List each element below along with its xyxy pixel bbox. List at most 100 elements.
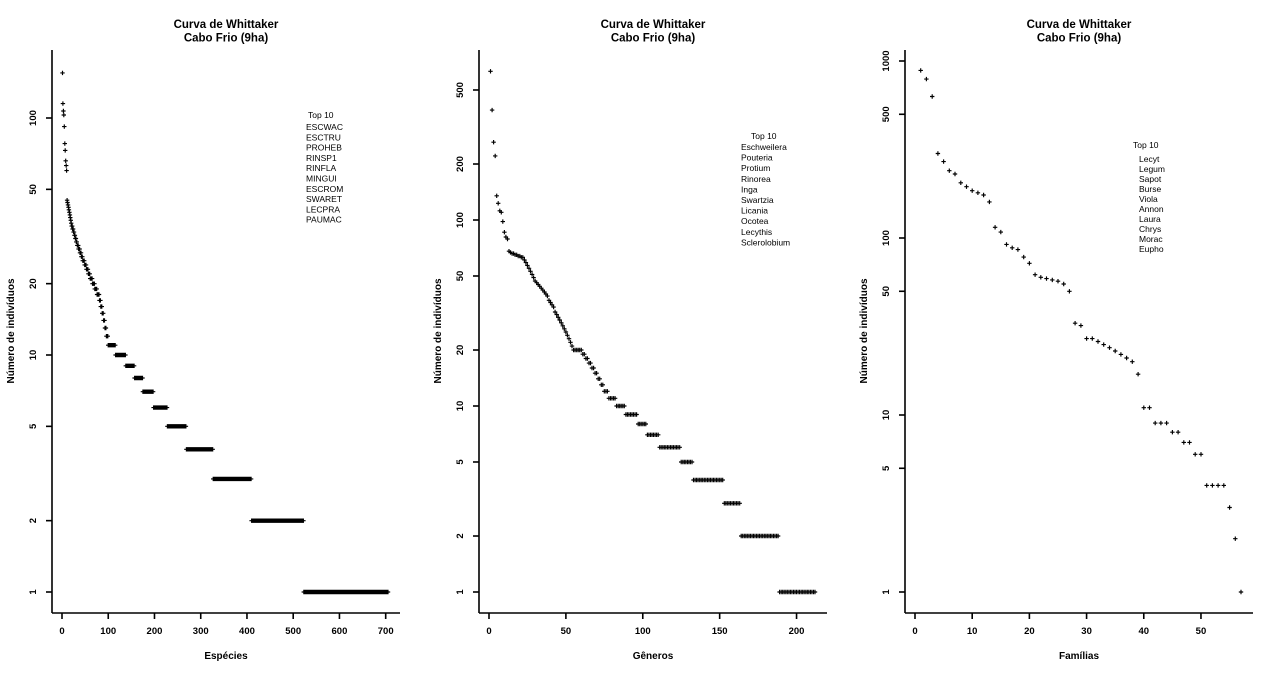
x-tick-label: 50 bbox=[1196, 626, 1207, 637]
y-tick-label: 10 bbox=[881, 410, 892, 421]
legend-item: Morac bbox=[1139, 234, 1163, 244]
y-tick-label: 20 bbox=[455, 345, 466, 356]
legend-item: RINFLA bbox=[306, 163, 337, 173]
legend-item: Lecythis bbox=[741, 227, 772, 237]
chart-panel-familias: Curva de Whittaker Cabo Frio (9ha) Famíl… bbox=[853, 0, 1280, 679]
plot-area: 0 100 200 300 400 500 600 700 1 2 5 10 20 50 100 Top 10… bbox=[28, 50, 400, 637]
chart-title: Curva de Whittaker bbox=[1027, 19, 1132, 31]
legend-item: Swartzia bbox=[741, 195, 774, 205]
y-tick-label: 2 bbox=[28, 518, 39, 523]
legend-item: Eschweilera bbox=[741, 142, 787, 152]
x-tick-label: 20 bbox=[1024, 626, 1035, 637]
x-axis-title: Gêneros bbox=[632, 651, 673, 662]
legend-item: Protium bbox=[741, 163, 770, 173]
y-axis-title: Número de indivíduos bbox=[859, 278, 870, 383]
legend-item: Burse bbox=[1139, 184, 1161, 194]
x-axis-title: Espécies bbox=[204, 651, 248, 662]
x-tick-label: 10 bbox=[967, 626, 978, 637]
legend-item: Inga bbox=[741, 184, 758, 194]
y-tick-label: 20 bbox=[28, 278, 39, 289]
chart-canvas-generos: Curva de Whittaker Cabo Frio (9ha) Gêner… bbox=[433, 19, 827, 662]
legend-item: Viola bbox=[1139, 194, 1158, 204]
data-points bbox=[918, 68, 1244, 595]
y-tick-label: 5 bbox=[881, 465, 892, 471]
legend-title: Top 10 bbox=[751, 131, 777, 141]
x-tick-label: 100 bbox=[100, 626, 116, 637]
x-tick-label: 50 bbox=[560, 626, 571, 637]
y-tick-label: 1 bbox=[28, 589, 39, 595]
legend-item: ESCWAC bbox=[306, 122, 343, 132]
legend-item: Sclerolobium bbox=[741, 237, 790, 247]
x-tick-label: 700 bbox=[378, 626, 394, 637]
legend-item: Annon bbox=[1139, 204, 1164, 214]
x-tick-label: 30 bbox=[1082, 626, 1093, 637]
y-tick-label: 10 bbox=[455, 401, 466, 412]
plot-area: 0 50 100 150 200 1 2 5 10 20 50 100 200 500 Top 10Esch… bbox=[455, 50, 827, 637]
x-tick-label: 0 bbox=[59, 626, 64, 637]
x-tick-label: 300 bbox=[193, 626, 209, 637]
x-tick-label: 0 bbox=[913, 626, 918, 637]
y-tick-label: 2 bbox=[455, 533, 466, 538]
y-axis-title: Número de indivíduos bbox=[433, 278, 444, 383]
chart-subtitle: Cabo Frio (9ha) bbox=[610, 33, 695, 45]
y-tick-label: 50 bbox=[28, 184, 39, 195]
x-tick-label: 200 bbox=[788, 626, 804, 637]
data-points bbox=[60, 70, 391, 595]
y-tick-label: 100 bbox=[28, 110, 39, 126]
y-tick-label: 50 bbox=[881, 286, 892, 297]
legend-title: Top 10 bbox=[308, 110, 334, 120]
chart-canvas-familias: Curva de Whittaker Cabo Frio (9ha) Famíl… bbox=[859, 19, 1254, 662]
y-tick-label: 200 bbox=[455, 156, 466, 172]
legend-item: LECPRA bbox=[306, 204, 340, 214]
y-tick-label: 1 bbox=[455, 589, 466, 595]
legend-item: Licania bbox=[741, 206, 768, 216]
legend-item: Ocotea bbox=[741, 216, 769, 226]
plot-area: 0 10 20 30 40 50 1 5 10 50 100 500 1000 Top 10 LecytLe… bbox=[881, 50, 1254, 637]
x-tick-label: 40 bbox=[1139, 626, 1150, 637]
x-tick-label: 0 bbox=[486, 626, 491, 637]
y-tick-label: 5 bbox=[28, 423, 39, 429]
legend-item: Sapot bbox=[1139, 174, 1162, 184]
legend-item: Legum bbox=[1139, 164, 1165, 174]
x-tick-label: 500 bbox=[285, 626, 301, 637]
y-axis-title: Número de indivíduos bbox=[6, 278, 17, 383]
legend-item: RINSP1 bbox=[306, 153, 337, 163]
chart-title: Curva de Whittaker bbox=[174, 19, 279, 31]
y-tick-label: 100 bbox=[881, 230, 892, 246]
y-tick-label: 1000 bbox=[881, 50, 892, 71]
legend-item: PAUMAC bbox=[306, 215, 342, 225]
legend-item: SWARET bbox=[306, 194, 342, 204]
legend-item: Lecyt bbox=[1139, 154, 1160, 164]
chart-canvas-especies: Curva de Whittaker Cabo Frio (9ha) Espéc… bbox=[6, 19, 400, 662]
legend-item: ESCTRU bbox=[306, 132, 341, 142]
x-tick-label: 200 bbox=[147, 626, 163, 637]
legend-item: Pouteria bbox=[741, 153, 773, 163]
legend-item: Rinorea bbox=[741, 174, 771, 184]
y-tick-label: 500 bbox=[881, 106, 892, 122]
legend-item: Chrys bbox=[1139, 224, 1161, 234]
chart-subtitle: Cabo Frio (9ha) bbox=[184, 33, 269, 45]
x-tick-label: 400 bbox=[239, 626, 255, 637]
y-tick-label: 500 bbox=[455, 82, 466, 98]
legend-item: MINGUI bbox=[306, 174, 337, 184]
x-tick-label: 600 bbox=[332, 626, 348, 637]
data-points bbox=[487, 69, 817, 595]
legend-item: PROHEB bbox=[306, 143, 342, 153]
y-tick-label: 100 bbox=[455, 212, 466, 228]
y-tick-label: 50 bbox=[455, 271, 466, 282]
chart-panel-especies: Curva de Whittaker Cabo Frio (9ha) Espéc… bbox=[0, 0, 427, 679]
legend-item: ESCROM bbox=[306, 184, 343, 194]
y-tick-label: 10 bbox=[28, 350, 39, 361]
legend-item: Laura bbox=[1139, 214, 1161, 224]
chart-subtitle: Cabo Frio (9ha) bbox=[1037, 33, 1122, 45]
x-tick-label: 150 bbox=[711, 626, 727, 637]
y-tick-label: 5 bbox=[455, 459, 466, 465]
legend-title: Top 10 bbox=[1133, 140, 1159, 150]
chart-panel-generos: Curva de Whittaker Cabo Frio (9ha) Gêner… bbox=[427, 0, 854, 679]
x-axis-title: Famílias bbox=[1059, 651, 1099, 662]
legend-item: Eupho bbox=[1139, 244, 1164, 254]
chart-title: Curva de Whittaker bbox=[600, 19, 705, 31]
y-tick-label: 1 bbox=[881, 589, 892, 595]
x-tick-label: 100 bbox=[635, 626, 651, 637]
